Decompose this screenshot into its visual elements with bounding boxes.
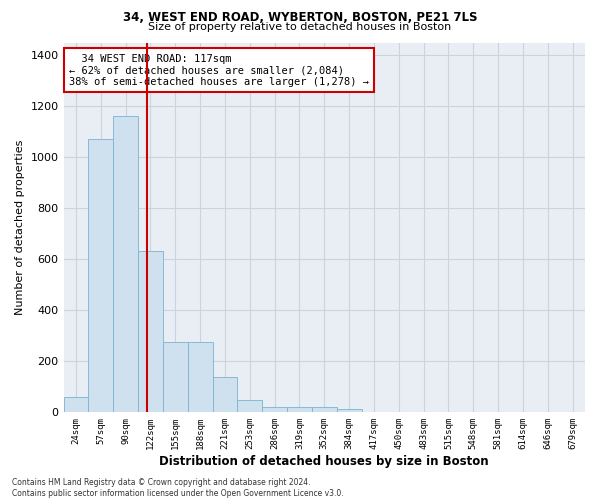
Bar — [188, 342, 212, 412]
Bar — [64, 396, 88, 412]
Bar — [238, 400, 262, 412]
Bar — [287, 406, 312, 412]
Y-axis label: Number of detached properties: Number of detached properties — [15, 140, 25, 315]
Bar — [337, 410, 362, 412]
Bar — [88, 140, 113, 412]
Bar — [163, 342, 188, 412]
Bar — [138, 252, 163, 412]
Text: Size of property relative to detached houses in Boston: Size of property relative to detached ho… — [148, 22, 452, 32]
Bar — [262, 406, 287, 412]
Text: 34 WEST END ROAD: 117sqm  
← 62% of detached houses are smaller (2,084)
38% of s: 34 WEST END ROAD: 117sqm ← 62% of detach… — [69, 54, 369, 87]
X-axis label: Distribution of detached houses by size in Boston: Distribution of detached houses by size … — [160, 454, 489, 468]
Text: 34, WEST END ROAD, WYBERTON, BOSTON, PE21 7LS: 34, WEST END ROAD, WYBERTON, BOSTON, PE2… — [123, 11, 477, 24]
Bar — [113, 116, 138, 412]
Bar — [212, 378, 238, 412]
Text: Contains HM Land Registry data © Crown copyright and database right 2024.
Contai: Contains HM Land Registry data © Crown c… — [12, 478, 344, 498]
Bar — [312, 406, 337, 412]
